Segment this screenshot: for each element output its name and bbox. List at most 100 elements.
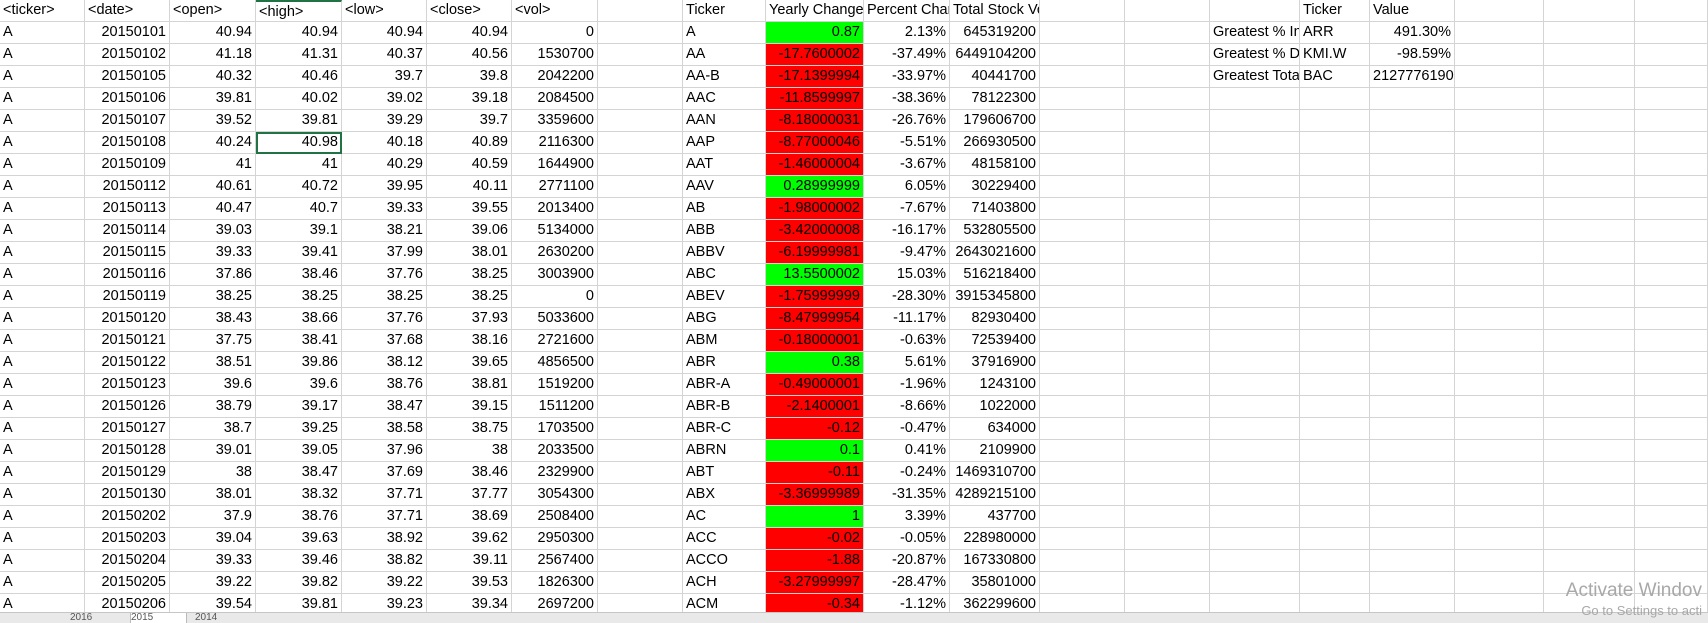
ticker-cell[interactable]: A [0, 154, 85, 176]
empty-cell[interactable] [1370, 198, 1455, 220]
summary-ticker-cell[interactable]: AAV [683, 176, 766, 198]
empty-cell[interactable] [1125, 66, 1210, 88]
empty-cell[interactable] [1125, 176, 1210, 198]
data-cell[interactable]: 1519200 [512, 374, 598, 396]
empty-cell[interactable] [598, 418, 683, 440]
empty-cell[interactable] [1635, 440, 1708, 462]
total-volume-cell[interactable]: 72539400 [950, 330, 1040, 352]
data-cell[interactable]: 20150113 [85, 198, 170, 220]
empty-cell[interactable] [1040, 550, 1125, 572]
empty-cell[interactable] [1635, 396, 1708, 418]
empty-cell[interactable] [1544, 418, 1635, 440]
data-cell[interactable]: 40.56 [427, 44, 512, 66]
data-cell[interactable]: 37.76 [342, 264, 427, 286]
summary-ticker-cell[interactable]: ABBV [683, 242, 766, 264]
percent-change-cell[interactable]: -37.49% [864, 44, 950, 66]
empty-cell[interactable] [1455, 220, 1544, 242]
total-volume-cell[interactable]: 1243100 [950, 374, 1040, 396]
empty-cell[interactable] [1300, 264, 1370, 286]
empty-cell[interactable] [1040, 506, 1125, 528]
summary-ticker-cell[interactable]: AB [683, 198, 766, 220]
data-cell[interactable]: 20150122 [85, 352, 170, 374]
greatest-value-cell[interactable]: -98.59% [1370, 44, 1455, 66]
empty-cell[interactable] [1125, 330, 1210, 352]
ticker-cell[interactable]: A [0, 308, 85, 330]
data-cell[interactable]: 38.25 [170, 286, 256, 308]
summary-ticker-cell[interactable]: ABR-B [683, 396, 766, 418]
data-cell[interactable]: 40.32 [170, 66, 256, 88]
empty-cell[interactable] [1125, 440, 1210, 462]
empty-cell[interactable] [598, 330, 683, 352]
ticker-cell[interactable]: A [0, 484, 85, 506]
data-cell[interactable]: 20150129 [85, 462, 170, 484]
empty-cell[interactable] [1300, 242, 1370, 264]
data-cell[interactable]: 1530700 [512, 44, 598, 66]
summary-ticker-cell[interactable]: AAN [683, 110, 766, 132]
data-cell[interactable]: 2630200 [512, 242, 598, 264]
empty-cell[interactable] [1300, 528, 1370, 550]
ticker-cell[interactable]: A [0, 132, 85, 154]
ticker-cell[interactable]: A [0, 330, 85, 352]
empty-cell[interactable] [1370, 154, 1455, 176]
empty-cell[interactable] [598, 88, 683, 110]
empty-cell[interactable] [1125, 132, 1210, 154]
empty-cell[interactable] [1210, 110, 1300, 132]
data-cell[interactable]: 39.03 [170, 220, 256, 242]
empty-cell[interactable] [1544, 308, 1635, 330]
empty-cell[interactable] [1455, 308, 1544, 330]
empty-cell[interactable] [1210, 550, 1300, 572]
data-cell[interactable]: 38.01 [170, 484, 256, 506]
yearly-change-cell[interactable]: -0.12 [766, 418, 864, 440]
empty-cell[interactable] [1544, 484, 1635, 506]
empty-cell[interactable] [1040, 286, 1125, 308]
empty-cell[interactable] [1040, 66, 1125, 88]
empty-cell[interactable] [1125, 88, 1210, 110]
data-cell[interactable]: 40.61 [170, 176, 256, 198]
total-volume-cell[interactable]: 1469310700 [950, 462, 1040, 484]
empty-cell[interactable] [1040, 154, 1125, 176]
yearly-change-cell[interactable]: 13.5500002 [766, 264, 864, 286]
yearly-change-cell[interactable]: 0.1 [766, 440, 864, 462]
yearly-change-cell[interactable]: -3.27999997 [766, 572, 864, 594]
summary-header-cell[interactable]: Ticker [683, 0, 766, 22]
empty-cell[interactable] [1300, 418, 1370, 440]
data-cell[interactable]: 40.46 [256, 66, 342, 88]
ticker-cell[interactable]: A [0, 440, 85, 462]
empty-cell[interactable] [598, 132, 683, 154]
data-cell[interactable]: 39.02 [342, 88, 427, 110]
empty-cell[interactable] [1300, 374, 1370, 396]
empty-cell[interactable] [1210, 242, 1300, 264]
empty-cell[interactable] [598, 440, 683, 462]
ticker-cell[interactable]: A [0, 528, 85, 550]
data-cell[interactable]: 37.69 [342, 462, 427, 484]
empty-cell[interactable] [598, 0, 683, 22]
data-cell[interactable]: 20150128 [85, 440, 170, 462]
yearly-change-cell[interactable]: -1.88 [766, 550, 864, 572]
empty-cell[interactable] [598, 352, 683, 374]
empty-cell[interactable] [1370, 220, 1455, 242]
empty-cell[interactable] [1370, 572, 1455, 594]
empty-cell[interactable] [1635, 110, 1708, 132]
empty-cell[interactable] [1210, 264, 1300, 286]
empty-cell[interactable] [1455, 528, 1544, 550]
empty-cell[interactable] [1544, 352, 1635, 374]
data-cell[interactable]: 39.11 [427, 550, 512, 572]
data-cell[interactable]: 39.25 [256, 418, 342, 440]
data-cell[interactable]: 41.18 [170, 44, 256, 66]
ticker-cell[interactable]: A [0, 550, 85, 572]
empty-cell[interactable] [598, 264, 683, 286]
empty-cell[interactable] [1370, 176, 1455, 198]
ticker-cell[interactable]: A [0, 286, 85, 308]
yearly-change-cell[interactable]: -11.8599997 [766, 88, 864, 110]
empty-cell[interactable] [1300, 176, 1370, 198]
total-volume-cell[interactable]: 37916900 [950, 352, 1040, 374]
total-volume-cell[interactable]: 71403800 [950, 198, 1040, 220]
yearly-change-cell[interactable]: -8.77000046 [766, 132, 864, 154]
empty-cell[interactable] [1210, 308, 1300, 330]
data-cell[interactable]: 40.11 [427, 176, 512, 198]
data-cell[interactable]: 20150102 [85, 44, 170, 66]
empty-cell[interactable] [1635, 264, 1708, 286]
data-cell[interactable]: 1826300 [512, 572, 598, 594]
data-cell[interactable]: 1511200 [512, 396, 598, 418]
data-cell[interactable]: 39.6 [256, 374, 342, 396]
